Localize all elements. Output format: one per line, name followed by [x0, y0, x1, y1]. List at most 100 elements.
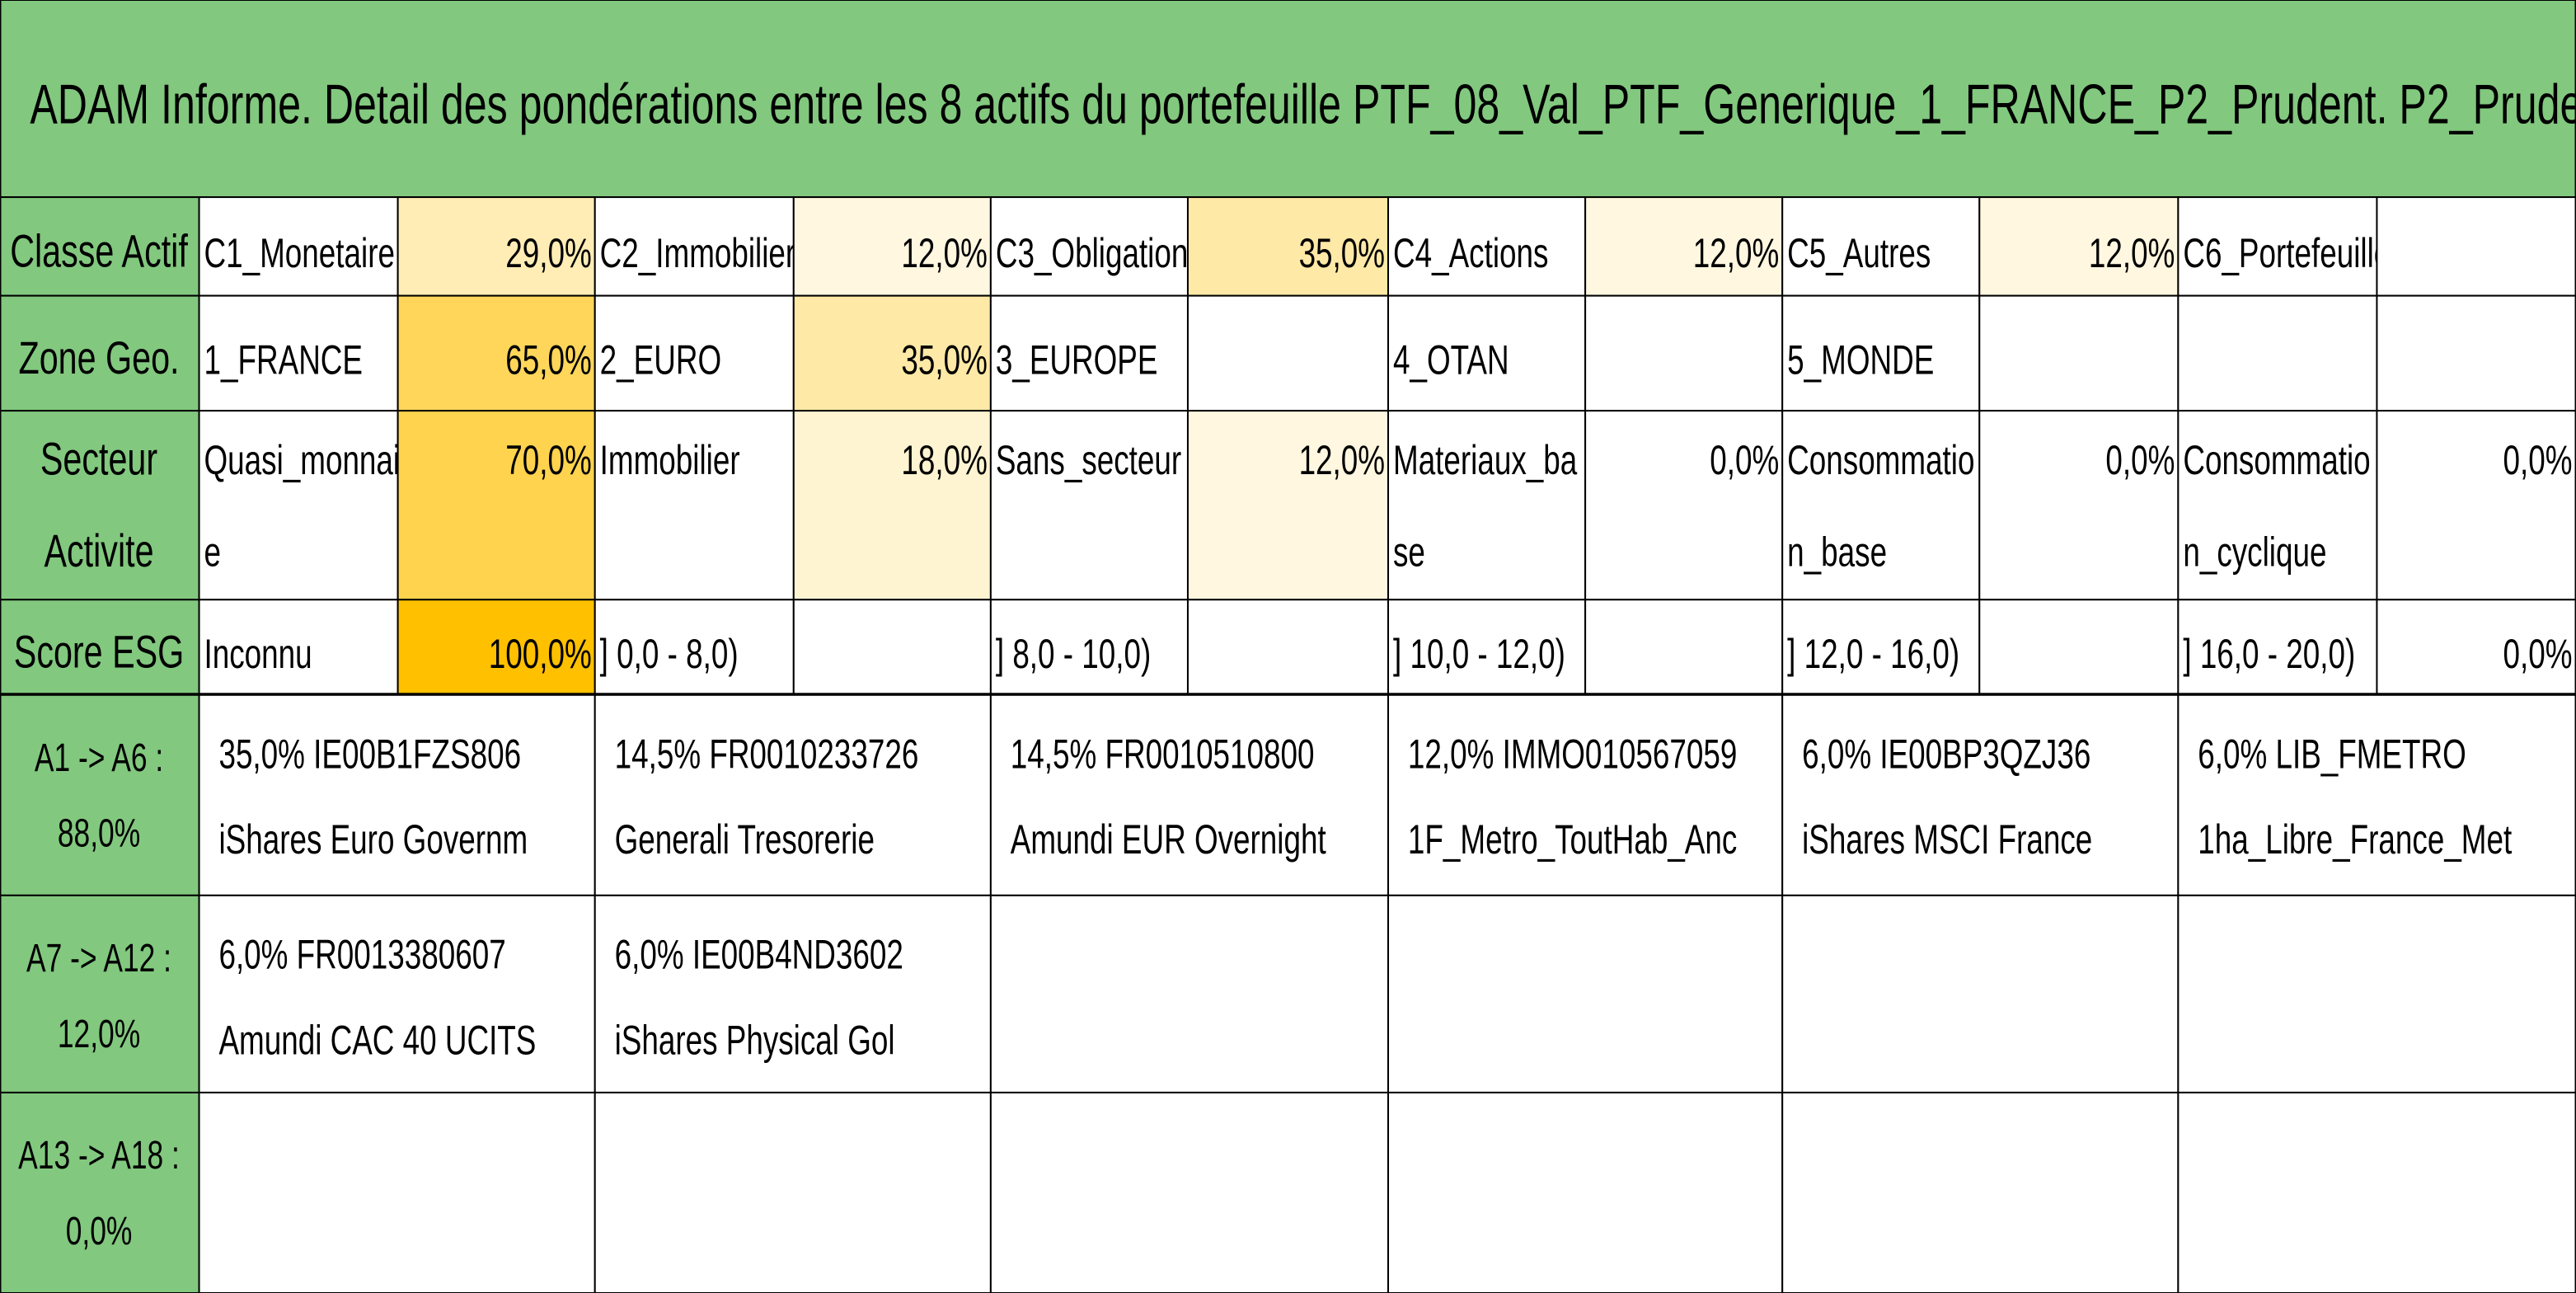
value-cell	[1978, 294, 2180, 412]
name-cell	[989, 294, 1189, 412]
category-name: ] 16,0 - 20,0)	[2183, 632, 2355, 678]
row-label: Classe Actif	[10, 227, 188, 277]
name-cell	[2177, 599, 2378, 696]
name-cell	[1781, 294, 1981, 412]
category-name: C6_Portefeuille	[2183, 231, 2391, 277]
weight-value: 12,0%	[1299, 438, 1385, 484]
value-cell	[1978, 599, 2180, 696]
weight-value: 0,0%	[1710, 438, 1779, 484]
weight-value: 12,0%	[1693, 231, 1779, 277]
weight-value: 18,0%	[901, 438, 987, 484]
value-cell	[1584, 196, 1784, 297]
asset-line: 12,0% IMMO010567059	[1408, 731, 1737, 778]
value-cell	[2376, 294, 2576, 412]
value-cell	[792, 410, 992, 601]
title-band	[0, 0, 2576, 199]
asset-line: 6,0% IE00BP3QZJ36	[1802, 731, 2090, 778]
name-cell	[594, 410, 795, 601]
category-name: Consommatio	[1787, 438, 1974, 484]
row-label: Score ESG	[14, 628, 184, 678]
name-cell	[2177, 196, 2378, 297]
asset-line: Amundi EUR Overnight	[1011, 817, 1326, 863]
asset-line: iShares Euro Governm	[218, 817, 528, 863]
value-cell	[1186, 599, 1390, 696]
value-cell	[1978, 196, 2180, 297]
name-cell	[594, 196, 795, 297]
asset-line: Generali Tresorerie	[615, 817, 875, 863]
asset-cell	[1387, 894, 1784, 1093]
category-name: 5_MONDE	[1787, 337, 1934, 383]
name-cell	[1781, 599, 1981, 696]
asset-line: Amundi CAC 40 UCITS	[218, 1018, 536, 1064]
value-cell	[396, 410, 596, 601]
value-cell	[792, 599, 992, 696]
asset-range-label: 12,0%	[58, 1012, 140, 1056]
asset-cell	[1387, 694, 1784, 896]
asset-label-cell	[0, 894, 200, 1093]
asset-line: 6,0% LIB_FMETRO	[2198, 731, 2466, 778]
value-cell	[1584, 294, 1784, 412]
category-name: Immobilier	[600, 438, 740, 484]
value-cell	[1584, 599, 1784, 696]
asset-line: iShares Physical Gol	[615, 1018, 895, 1064]
asset-cell	[594, 1091, 992, 1293]
asset-line: iShares MSCI France	[1802, 817, 2092, 863]
category-name: Consommatio	[2183, 438, 2370, 484]
name-cell	[198, 599, 399, 696]
asset-cell	[1387, 1091, 1784, 1293]
asset-range-label: A7 -> A12 :	[26, 936, 171, 980]
category-name: ] 10,0 - 12,0)	[1393, 632, 1565, 678]
value-cell	[2376, 410, 2576, 601]
asset-line: 1ha_Libre_France_Met	[2198, 817, 2512, 863]
category-name: ] 12,0 - 16,0)	[1787, 632, 1959, 678]
weight-value: 35,0%	[901, 337, 987, 383]
category-name: e	[204, 529, 221, 576]
weight-value: 100,0%	[489, 632, 592, 678]
category-name: Materiaux_ba	[1393, 438, 1578, 484]
value-cell	[792, 196, 992, 297]
weight-value: 65,0%	[505, 337, 591, 383]
row-label-cell	[0, 599, 200, 696]
category-name: ] 8,0 - 10,0)	[996, 632, 1151, 678]
asset-cell	[2177, 894, 2576, 1093]
asset-line: 14,5% FR0010233726	[615, 731, 919, 778]
value-cell	[1186, 294, 1390, 412]
name-cell	[1781, 196, 1981, 297]
asset-cell	[1781, 894, 2180, 1093]
asset-cell	[989, 894, 1390, 1093]
category-name: C1_Monetaire	[204, 231, 395, 277]
asset-cell	[2177, 1091, 2576, 1293]
category-name: Sans_secteur	[996, 438, 1181, 484]
category-name: C4_Actions	[1393, 231, 1548, 277]
weight-value: 0,0%	[2503, 438, 2573, 484]
category-name: 1_FRANCE	[204, 337, 363, 383]
category-name: 3_EUROPE	[996, 337, 1158, 383]
asset-line: 35,0% IE00B1FZS806	[218, 731, 521, 778]
name-cell	[1387, 599, 1587, 696]
weight-value: 35,0%	[1299, 231, 1385, 277]
row-label: Secteur	[40, 435, 157, 485]
category-name: C2_Immobilier	[600, 231, 796, 277]
name-cell	[2177, 410, 2378, 601]
asset-cell	[989, 694, 1390, 896]
weight-value: 12,0%	[2089, 231, 2175, 277]
value-cell	[1978, 410, 2180, 601]
asset-label-cell	[0, 1091, 200, 1293]
weight-value: 0,0%	[2503, 632, 2573, 678]
name-cell	[594, 599, 795, 696]
asset-cell	[1781, 1091, 2180, 1293]
asset-label-cell	[0, 694, 200, 896]
value-cell	[396, 196, 596, 297]
value-cell	[2376, 196, 2576, 297]
category-name: n_cyclique	[2183, 529, 2326, 576]
name-cell	[1387, 294, 1587, 412]
asset-line: 6,0% IE00B4ND3602	[615, 932, 903, 978]
weight-value: 12,0%	[901, 231, 987, 277]
name-cell	[989, 196, 1189, 297]
category-name: 2_EURO	[600, 337, 721, 383]
row-label: Zone Geo.	[19, 333, 180, 383]
asset-range-label: A13 -> A18 :	[18, 1133, 180, 1177]
weight-value: 70,0%	[505, 438, 591, 484]
category-name: Inconnu	[204, 632, 312, 678]
